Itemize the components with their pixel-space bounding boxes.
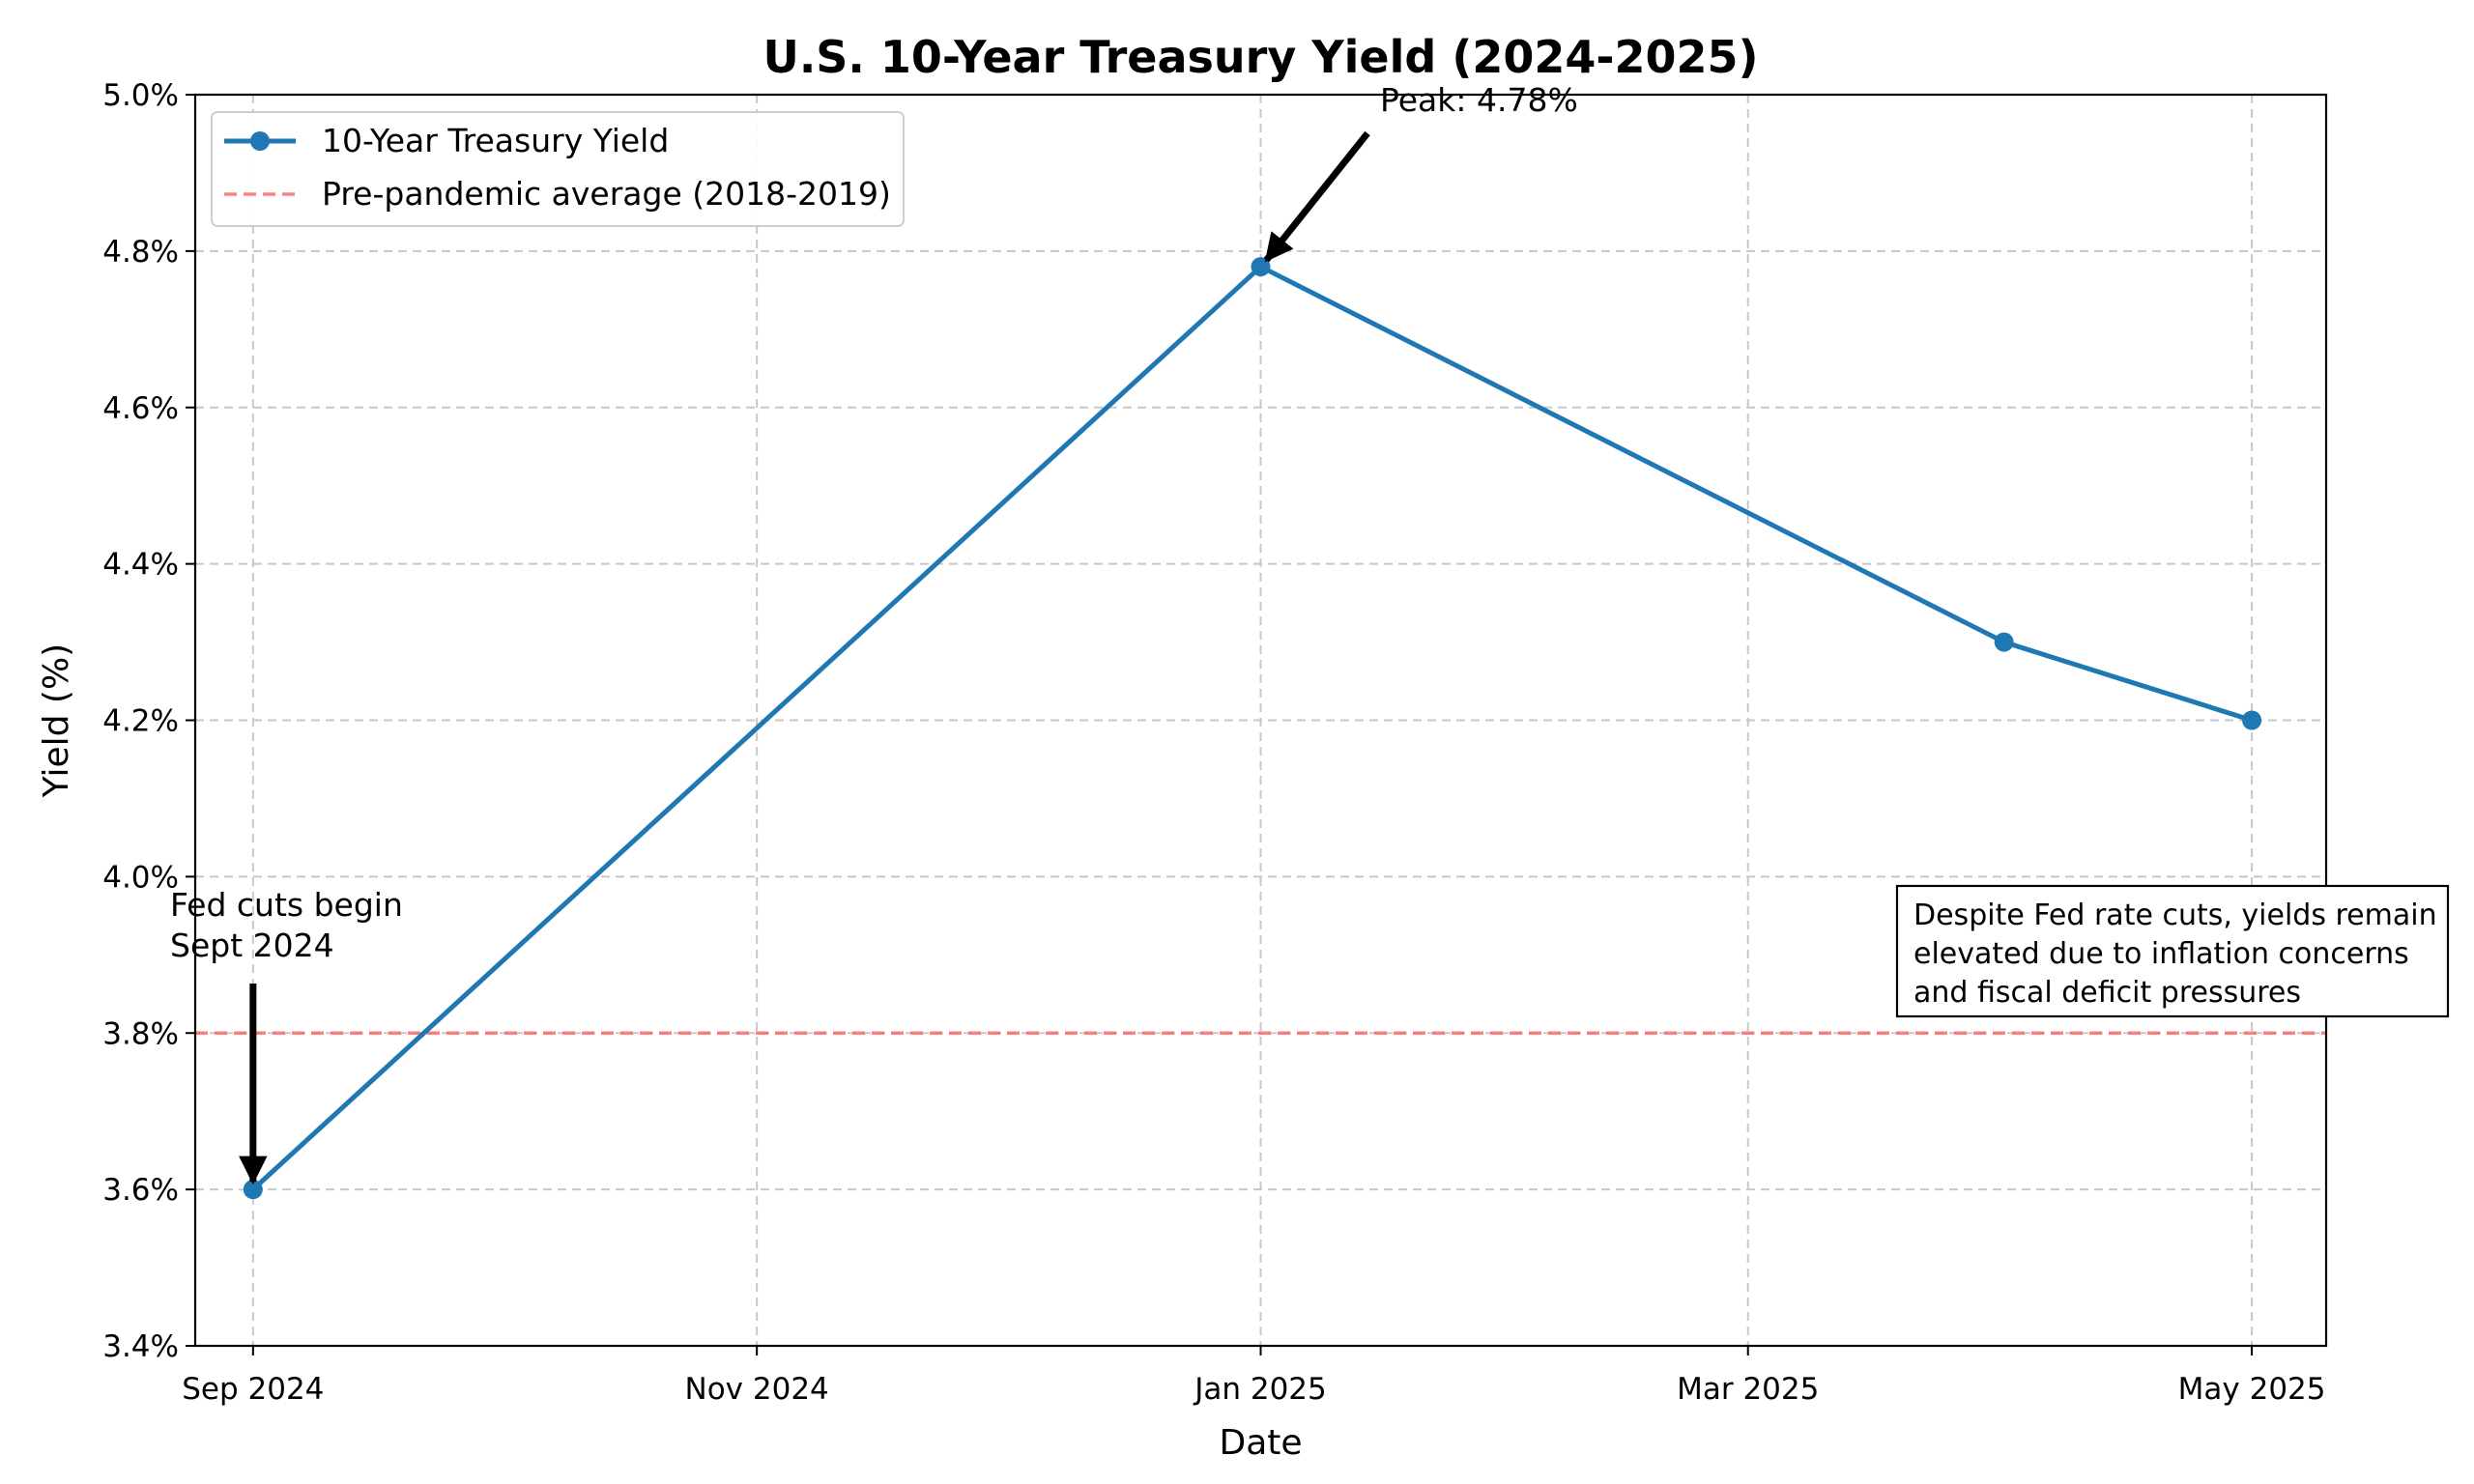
y-tick-label: 3.6%	[102, 1173, 179, 1208]
y-tick-label: 3.4%	[102, 1329, 179, 1364]
y-axis-label: Yield (%)	[37, 643, 76, 798]
y-tick-label: 3.8%	[102, 1016, 179, 1051]
legend-label-reference: Pre-pandemic average (2018-2019)	[322, 175, 891, 213]
y-tick-label: 4.8%	[102, 235, 179, 270]
note-text-line: elevated due to inflation concerns	[1913, 937, 2409, 971]
data-point	[1994, 632, 2014, 652]
x-tick-label: May 2025	[2178, 1372, 2326, 1407]
peak-arrow	[1263, 130, 1370, 263]
y-tick-label: 4.2%	[102, 704, 179, 739]
chart-title: U.S. 10-Year Treasury Yield (2024-2025)	[762, 31, 1758, 83]
x-tick-label: Mar 2025	[1677, 1372, 1819, 1407]
x-tick-label: Sep 2024	[182, 1372, 324, 1407]
y-tick-label: 4.6%	[102, 391, 179, 426]
series-line-10-year-yield	[251, 264, 2253, 1191]
x-tick-label: Nov 2024	[685, 1372, 829, 1407]
note-text-line: Despite Fed rate cuts, yields remain	[1913, 899, 2437, 932]
legend-box	[211, 111, 905, 227]
fed-cuts-label-line2: Sept 2024	[170, 927, 334, 964]
explanatory-note: Despite Fed rate cuts, yields remain elev…	[1895, 884, 2450, 1018]
grid-lines	[195, 95, 2326, 1346]
data-point	[243, 1180, 263, 1200]
legend-swatch-yield-marker	[250, 131, 270, 151]
data-point	[2242, 710, 2262, 730]
y-tick-label: 4.4%	[102, 548, 179, 583]
y-tick-label: 5.0%	[102, 78, 179, 113]
legend: 10-Year Treasury Yield Pre-pandemic avera…	[211, 111, 905, 227]
x-tick-label: Jan 2025	[1193, 1372, 1327, 1407]
fed-cuts-label-line1: Fed cuts begin	[170, 886, 403, 924]
y-tick-label: 4.0%	[102, 860, 179, 895]
note-box	[1895, 884, 2450, 1018]
x-axis-label: Date	[1219, 1423, 1302, 1463]
peak-annotation-label: Peak: 4.78%	[1380, 81, 1578, 119]
legend-label-yield: 10-Year Treasury Yield	[322, 122, 669, 159]
note-text-line: and fiscal deficit pressures	[1913, 976, 2301, 1010]
